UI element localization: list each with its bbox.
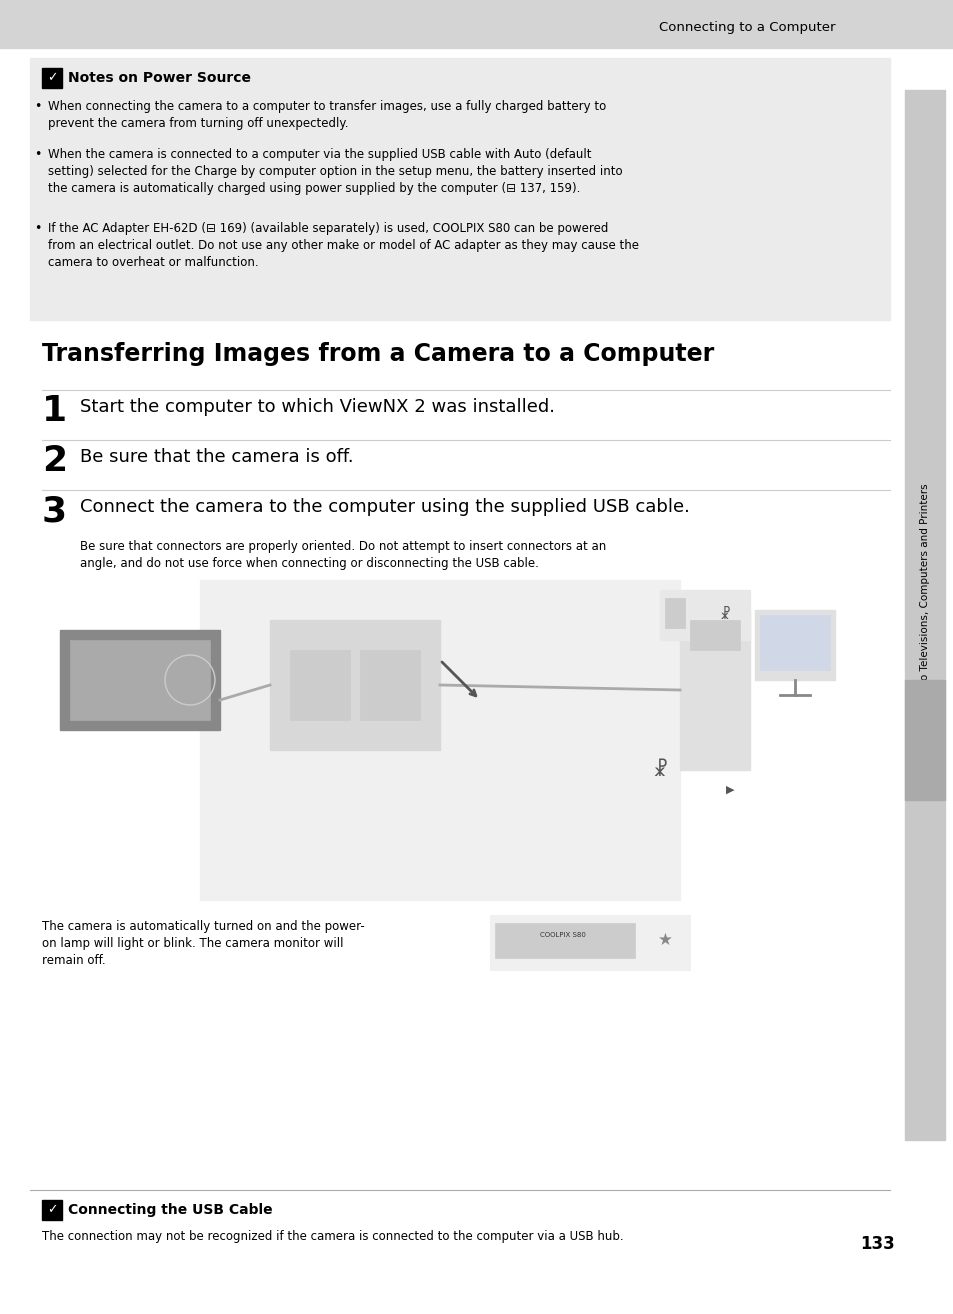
Bar — [42, 68, 62, 88]
Bar — [679, 610, 749, 770]
Bar — [904, 89, 944, 1141]
Bar — [490, 915, 689, 970]
Text: When connecting the camera to a computer to transfer images, use a fully charged: When connecting the camera to a computer… — [48, 100, 605, 130]
Bar — [270, 620, 439, 750]
Bar — [689, 620, 740, 650]
Bar — [904, 681, 944, 800]
Text: ✓: ✓ — [47, 71, 57, 84]
Text: Notes on Power Source: Notes on Power Source — [68, 71, 251, 85]
Text: Start the computer to which ViewNX 2 was installed.: Start the computer to which ViewNX 2 was… — [80, 398, 555, 417]
Text: •: • — [34, 222, 42, 235]
Text: Be sure that connectors are properly oriented. Do not attempt to insert connecto: Be sure that connectors are properly ori… — [80, 540, 605, 570]
Text: The connection may not be recognized if the camera is connected to the computer : The connection may not be recognized if … — [42, 1230, 623, 1243]
Bar — [200, 579, 679, 900]
Bar — [754, 610, 834, 681]
Bar — [30, 58, 889, 321]
Bar — [290, 650, 350, 720]
Bar — [664, 598, 684, 628]
Text: Connecting to Televisions, Computers and Printers: Connecting to Televisions, Computers and… — [919, 484, 929, 746]
Text: •: • — [34, 100, 42, 113]
Text: COOLPIX S80: COOLPIX S80 — [539, 932, 585, 938]
Bar — [42, 1200, 62, 1219]
Text: If the AC Adapter EH-62D (⊟ 169) (available separately) is used, COOLPIX S80 can: If the AC Adapter EH-62D (⊟ 169) (availa… — [48, 222, 639, 269]
Text: 1: 1 — [42, 394, 67, 428]
Text: ✓: ✓ — [47, 1204, 57, 1217]
Bar — [659, 590, 749, 640]
Text: 133: 133 — [860, 1235, 894, 1254]
Bar — [359, 650, 419, 720]
Text: Be sure that the camera is off.: Be sure that the camera is off. — [80, 448, 354, 466]
Text: ☧: ☧ — [719, 608, 730, 622]
Text: Connecting the USB Cable: Connecting the USB Cable — [68, 1204, 273, 1217]
Text: Transferring Images from a Camera to a Computer: Transferring Images from a Camera to a C… — [42, 342, 714, 367]
Bar — [760, 615, 829, 670]
Text: •: • — [34, 148, 42, 162]
Text: When the camera is connected to a computer via the supplied USB cable with Auto : When the camera is connected to a comput… — [48, 148, 622, 194]
Text: The camera is automatically turned on and the power-
on lamp will light or blink: The camera is automatically turned on an… — [42, 920, 364, 967]
Text: ▶: ▶ — [725, 784, 734, 795]
Bar — [0, 0, 953, 49]
Bar — [495, 922, 635, 958]
Text: ★: ★ — [657, 932, 672, 949]
Text: Connecting to a Computer: Connecting to a Computer — [659, 21, 835, 34]
Text: 3: 3 — [42, 494, 67, 528]
Bar — [70, 640, 210, 720]
Text: 2: 2 — [42, 444, 67, 478]
Text: Connect the camera to the computer using the supplied USB cable.: Connect the camera to the computer using… — [80, 498, 689, 516]
Text: ☧: ☧ — [652, 761, 667, 779]
Bar — [60, 629, 220, 731]
